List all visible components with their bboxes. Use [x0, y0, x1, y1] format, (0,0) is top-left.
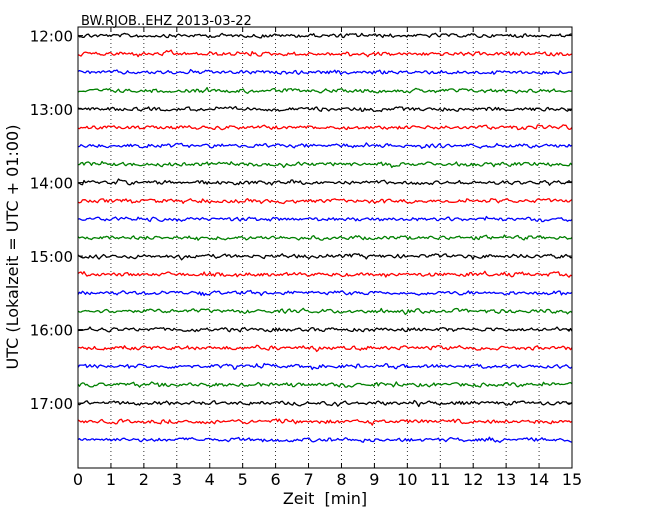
x-tick-label: 0	[73, 470, 83, 489]
x-tick-label: 14	[529, 470, 549, 489]
trace-line	[77, 270, 573, 278]
trace-line	[77, 381, 573, 388]
trace-line	[77, 86, 573, 94]
trace-line	[77, 253, 573, 261]
trace-line	[77, 399, 573, 408]
trace-line	[77, 326, 573, 333]
y-tick-label: 13:00	[30, 101, 73, 119]
x-tick-label: 12	[463, 470, 483, 489]
x-tick-label: 5	[238, 470, 248, 489]
x-tick-label: 3	[172, 470, 182, 489]
y-tick-label: 15:00	[30, 248, 73, 266]
trace-line	[77, 68, 573, 75]
trace-line	[77, 160, 573, 169]
seismic-traces	[77, 32, 573, 444]
x-tick-label: 9	[369, 470, 379, 489]
x-tick-label: 2	[139, 470, 149, 489]
x-tick-label: 4	[205, 470, 215, 489]
trace-line	[77, 178, 573, 186]
trace-line	[77, 234, 573, 241]
y-tick-label: 12:00	[30, 28, 73, 46]
trace-line	[77, 215, 573, 223]
trace-line	[77, 32, 572, 39]
x-tick-label: 1	[106, 470, 116, 489]
trace-line	[77, 142, 573, 149]
y-tick-label: 14:00	[30, 175, 73, 193]
trace-line	[77, 289, 573, 297]
y-axis-ticks: 12:00 13:00 14:00 15:00 16:00 17:00	[30, 28, 572, 413]
plot-frame	[77, 26, 573, 469]
x-axis-ticks: 0 1 2 3 4 5 6 7 8 9 10 11 12 13 14 15	[73, 27, 582, 489]
trace-line	[77, 198, 573, 205]
x-tick-label: 11	[430, 470, 450, 489]
y-tick-label: 16:00	[30, 322, 73, 340]
y-tick-label: 17:00	[30, 395, 73, 413]
trace-line	[77, 362, 573, 371]
x-tick-label: 6	[271, 470, 281, 489]
x-tick-label: 7	[303, 470, 313, 489]
x-tick-label: 8	[336, 470, 346, 489]
trace-line	[77, 124, 573, 131]
trace-line	[77, 49, 573, 58]
x-tick-label: 10	[397, 470, 417, 489]
x-tick-label: 13	[496, 470, 516, 489]
y-axis-label: UTC (Lokalzeit = UTC + 01:00)	[3, 125, 22, 370]
trace-line	[77, 418, 573, 426]
trace-line	[77, 105, 573, 113]
vertical-gridlines	[110, 27, 540, 468]
trace-line	[77, 344, 573, 353]
chart-title: BW.RJOB..EHZ 2013-03-22	[81, 14, 252, 29]
x-axis-label: Zeit [min]	[283, 489, 367, 508]
trace-line	[77, 436, 573, 444]
x-tick-label: 15	[562, 470, 582, 489]
trace-line	[77, 307, 573, 316]
